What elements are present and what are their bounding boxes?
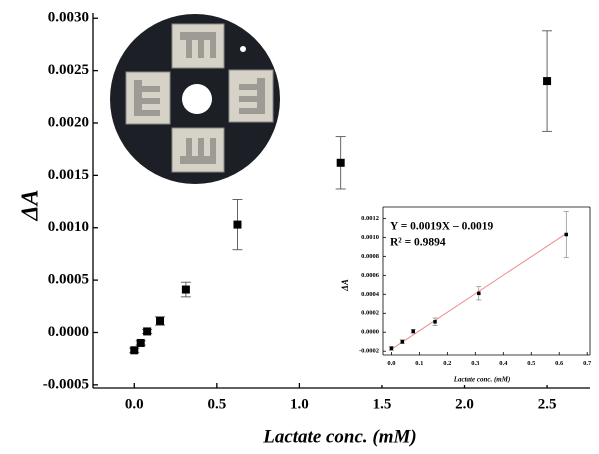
y-tick-label: 0.0004 <box>361 291 380 298</box>
point <box>130 346 139 355</box>
x-tick-label: 0.2 <box>443 360 451 367</box>
x-axis-label: Lactate conc. (mM) <box>262 426 417 447</box>
y-tick-label: 0.0020 <box>48 114 89 130</box>
point <box>233 220 242 229</box>
point <box>400 339 405 344</box>
x-tick-label: 0.5 <box>207 396 226 412</box>
y-tick-label: 0.0015 <box>48 167 89 183</box>
photo <box>110 14 280 184</box>
y-tick-label: 0.0000 <box>48 324 89 340</box>
x-tick-label: 0.0 <box>125 396 144 412</box>
y-tick-label: 0.0025 <box>48 62 89 78</box>
point <box>564 232 568 237</box>
y-tick-label: 0.0010 <box>48 219 89 235</box>
point <box>477 291 481 296</box>
y-axis-label: ΔA <box>18 189 44 221</box>
point <box>411 329 415 334</box>
x-tick-label: 0.6 <box>555 360 564 367</box>
annotation: Y = 0.0019X – 0.0019 <box>390 221 493 233</box>
x-tick-label: 0.0 <box>387 360 395 367</box>
x-tick-label: 2.0 <box>455 396 474 412</box>
point <box>433 320 437 324</box>
point <box>181 285 190 294</box>
point <box>543 77 552 86</box>
annotation: R² = 0.9894 <box>390 237 446 249</box>
x-tick-label: 0.7 <box>583 360 592 367</box>
x-tick-label: 1.5 <box>373 396 392 412</box>
y-tick-label: 0.0005 <box>48 272 89 288</box>
x-tick-label: 0.3 <box>471 360 480 367</box>
x-tick-label: 2.5 <box>538 396 557 412</box>
point <box>136 338 145 347</box>
y-tick-label: 0.0010 <box>361 234 379 241</box>
point <box>336 158 345 167</box>
y-tick-label: 0.0012 <box>361 215 379 222</box>
y-tick-label: -0.0002 <box>359 348 379 355</box>
x-tick-label: 1.0 <box>290 396 309 412</box>
x-tick-label: 0.1 <box>415 360 423 367</box>
y-tick-label: 0.0030 <box>48 10 89 26</box>
y-axis-label: ΔA <box>340 279 350 292</box>
point <box>389 346 394 351</box>
x-axis-label: Lactate conc. (mM) <box>453 376 511 384</box>
y-tick-label: 0.0002 <box>361 310 379 317</box>
point <box>156 316 165 325</box>
y-tick-label: 0.0000 <box>361 329 379 336</box>
point <box>143 327 152 336</box>
y-tick-label: 0.0006 <box>361 272 380 279</box>
x-tick-label: 0.4 <box>499 360 508 367</box>
y-tick-label: -0.0005 <box>43 376 89 392</box>
x-tick-label: 0.5 <box>527 360 536 367</box>
y-tick-label: 0.0008 <box>361 253 380 260</box>
